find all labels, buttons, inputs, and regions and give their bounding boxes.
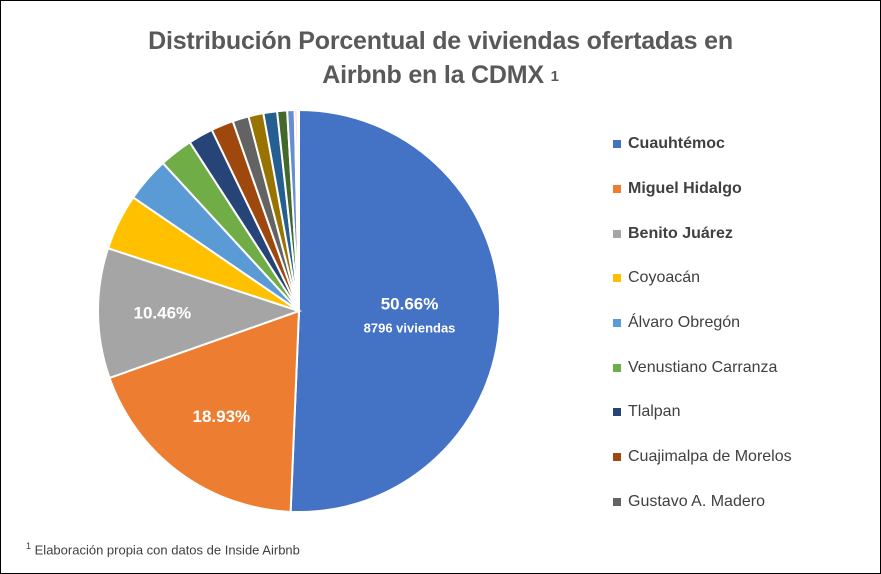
legend-item-1: Miguel Hidalgo xyxy=(613,167,792,212)
legend-item-5: Venustiano Carranza xyxy=(613,345,792,390)
data-label-1: 18.93% xyxy=(193,407,251,426)
legend-swatch-1 xyxy=(613,185,621,194)
legend-swatch-4 xyxy=(613,319,621,328)
legend-item-4: Álvaro Obregón xyxy=(613,301,792,346)
legend-label-5: Venustiano Carranza xyxy=(628,358,778,376)
legend-label-2: Benito Juárez xyxy=(628,224,733,242)
legend-item-2: Benito Juárez xyxy=(613,211,792,256)
legend-swatch-5 xyxy=(613,363,621,372)
legend-label-4: Álvaro Obregón xyxy=(628,314,741,332)
legend-label-7: Cuajimalpa de Morelos xyxy=(628,448,792,466)
legend-swatch-8 xyxy=(613,497,621,506)
data-label-0: 50.66% xyxy=(381,294,439,313)
legend-label-3: Coyoacán xyxy=(628,269,701,287)
legend-item-7: Cuajimalpa de Morelos xyxy=(613,435,792,480)
footnote: 1 Elaboración propia con datos de Inside… xyxy=(26,541,300,557)
chart-title-line2-text: Airbnb en la CDMX xyxy=(322,61,544,89)
legend-item-6: Tlalpan xyxy=(613,390,792,435)
legend-swatch-3 xyxy=(613,274,621,283)
legend-item-8: Gustavo A. Madero xyxy=(613,480,792,525)
chart-title-line2: Airbnb en la CDMX 1 xyxy=(0,58,881,92)
chart-title-line1: Distribución Porcentual de viviendas ofe… xyxy=(148,27,733,55)
legend-label-0: Cuauhtémoc xyxy=(628,135,725,153)
pie-slice-14 xyxy=(296,108,300,312)
chart-title-superscript: 1 xyxy=(550,68,559,85)
pie-slice-2 xyxy=(97,246,303,380)
legend-swatch-2 xyxy=(613,229,621,238)
legend-swatch-0 xyxy=(613,140,621,149)
legend-item-3: Coyoacán xyxy=(613,256,792,301)
legend-label-8: Gustavo A. Madero xyxy=(628,492,765,510)
chart-legend: Cuauhtémoc Miguel Hidalgo Benito Juárez Coy… xyxy=(613,122,792,524)
data-sublabel-0: 8796 viviendas xyxy=(364,320,456,335)
legend-item-0: Cuauhtémoc xyxy=(613,122,792,167)
legend-swatch-7 xyxy=(613,453,621,462)
legend-label-6: Tlalpan xyxy=(628,403,681,421)
pie-slice-0 xyxy=(289,108,501,513)
legend-label-1: Miguel Hidalgo xyxy=(628,180,742,198)
footnote-superscript: 1 xyxy=(26,541,32,551)
legend-swatch-6 xyxy=(613,408,621,417)
footnote-text: Elaboración propia con datos de Inside A… xyxy=(34,542,300,558)
data-label-2: 10.46% xyxy=(133,303,191,322)
